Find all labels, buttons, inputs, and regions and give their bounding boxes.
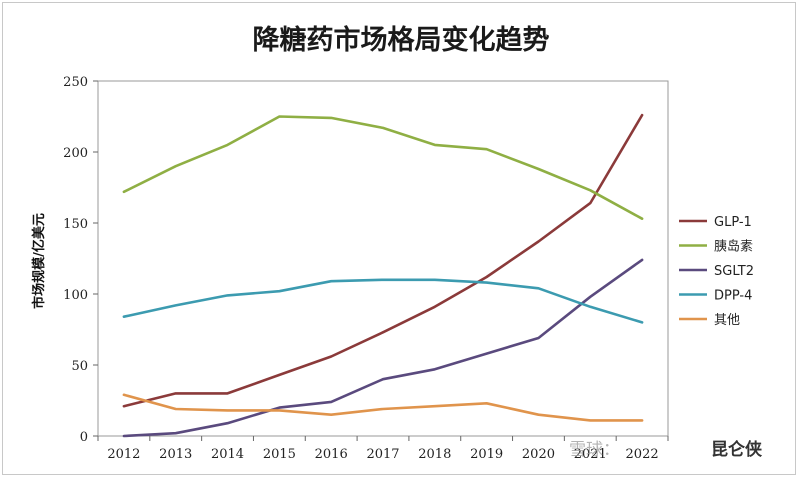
series-line-2 (122, 115, 644, 220)
y-tick-label: 250 (63, 75, 88, 90)
x-tick-label: 2022 (626, 447, 659, 462)
plot-border (97, 80, 669, 437)
x-tick-label: 2016 (315, 447, 348, 462)
x-tick-label: 2017 (366, 447, 399, 462)
x-tick-label: 2013 (159, 447, 192, 462)
x-tick-label: 2015 (263, 447, 296, 462)
y-tick-label: 50 (71, 359, 88, 374)
chart-title: 降糖药市场格局变化趋势 (253, 24, 550, 56)
legend-label-2: 胰岛素 (714, 239, 753, 255)
y-tick-label: 150 (63, 217, 88, 232)
y-tick-label: 100 (63, 288, 88, 303)
watermark: 雪球： 昆仑侠 (569, 439, 763, 460)
x-tick-label: 2021 (574, 447, 607, 462)
legend-label-5: 其他 (714, 313, 740, 328)
x-tick-label: 2019 (470, 447, 503, 462)
legend-label-4: DPP-4 (714, 289, 752, 304)
y-tick-label: 0 (80, 430, 88, 445)
series-line-3 (122, 258, 644, 438)
x-tick-label: 2020 (522, 447, 555, 462)
watermark-right-text: 昆仑侠 (711, 439, 763, 460)
series-line-5 (122, 393, 644, 422)
x-tick-label: 2014 (211, 447, 244, 462)
watermark-left-text: 雪球： (569, 440, 620, 460)
x-tick-label: 2018 (418, 447, 451, 462)
x-tick-label: 2012 (107, 447, 140, 462)
legend: GLP-1 胰岛素 SGLT2 DPP-4 其他 (679, 215, 754, 328)
plot-area: 0 50 100 150 200 250 2012 2013 2014 2015 2016 2017 2… (63, 75, 669, 462)
series-line-1 (122, 113, 644, 408)
y-tick-label: 200 (63, 146, 88, 161)
line-chart: 降糖药市场格局变化趋势 市场规模/亿美元 0 50 100 150 200 250 2012… (31, 24, 763, 462)
legend-label-3: SGLT2 (714, 264, 754, 279)
legend-label-1: GLP-1 (714, 215, 752, 230)
series-line-4 (122, 278, 644, 324)
y-axis-label: 市场规模/亿美元 (31, 213, 47, 309)
